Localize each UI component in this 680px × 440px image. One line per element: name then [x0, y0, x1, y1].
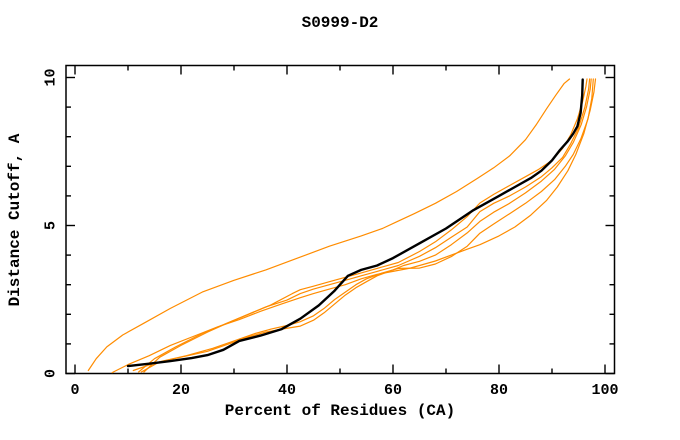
curve-orange-5 — [140, 78, 594, 373]
x-tick-label: 100 — [591, 382, 618, 399]
curve-orange-2 — [138, 78, 591, 373]
x-tick-label: 40 — [278, 382, 296, 399]
x-tick-label: 60 — [384, 382, 402, 399]
curve-orange-outlier — [87, 78, 571, 372]
y-tick-label: 10 — [43, 68, 60, 86]
curve-black-model — [126, 78, 584, 368]
plot-frame — [65, 64, 616, 375]
y-tick-label: 0 — [43, 369, 60, 378]
y-tick-label: 5 — [43, 221, 60, 230]
curve-orange-3 — [143, 78, 588, 373]
x-axis-label: Percent of Residues (CA) — [224, 402, 456, 420]
curve-orange-1 — [111, 78, 597, 374]
x-tick-label: 0 — [70, 382, 79, 399]
x-axis-ticks: 0 20 40 60 80 100 — [70, 65, 619, 399]
y-axis-label: Distance Cutoff, A — [6, 133, 24, 307]
y-axis-ticks: 0 5 10 — [43, 68, 615, 378]
x-tick-label: 20 — [172, 382, 190, 399]
curves — [87, 78, 597, 374]
chart-title: S0999-D2 — [301, 14, 379, 32]
x-tick-label: 80 — [490, 382, 508, 399]
curve-orange-4 — [132, 78, 592, 372]
